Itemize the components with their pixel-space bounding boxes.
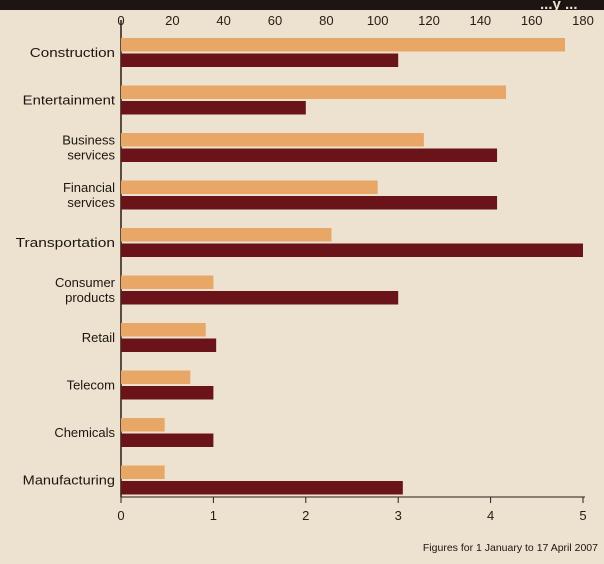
category-label: Financial	[63, 180, 115, 195]
bar-top-series	[121, 370, 191, 384]
bar-top-series	[121, 38, 566, 52]
bottom-tick-label: 0	[117, 508, 124, 523]
top-axis: 020406080100120140160180	[117, 13, 593, 28]
top-tick-label: 80	[319, 13, 333, 28]
bottom-tick-label: 4	[487, 508, 494, 523]
top-tick-label: 100	[367, 13, 389, 28]
category-label: Entertainment	[23, 93, 116, 108]
category-label: products	[65, 290, 115, 305]
bar-bottom-series	[121, 101, 306, 115]
chart-footnote: Figures for 1 January to 17 April 2007	[423, 542, 598, 554]
bar-bottom-series	[121, 338, 217, 352]
bar-bottom-series	[121, 481, 403, 495]
category-label: Chemicals	[54, 425, 115, 440]
bar-top-series	[121, 418, 165, 432]
category-label: services	[67, 195, 115, 210]
bar-bottom-series	[121, 196, 498, 210]
bar-bottom-series	[121, 433, 214, 447]
bar-top-series	[121, 465, 165, 479]
bar-top-series	[121, 85, 506, 99]
top-tick-label: 180	[572, 13, 594, 28]
bar-top-series	[121, 275, 214, 289]
category-label: Construction	[30, 45, 115, 60]
bar-bottom-series	[121, 386, 214, 400]
bottom-tick-label: 1	[210, 508, 217, 523]
bars	[121, 38, 583, 495]
bar-top-series	[121, 133, 424, 147]
category-label: Consumer	[55, 275, 116, 290]
category-label: services	[67, 148, 115, 163]
bottom-axis: 0 1 2 3 4 5	[117, 497, 587, 523]
bottom-tick-label: 2	[302, 508, 309, 523]
top-tick-label: 140	[469, 13, 491, 28]
bar-bottom-series	[121, 291, 399, 305]
title-strip	[0, 0, 604, 10]
top-tick-label: 40	[216, 13, 230, 28]
top-tick-label: 60	[268, 13, 282, 28]
bar-bottom-series	[121, 243, 583, 257]
category-label: Transportation	[16, 235, 115, 250]
bar-top-series	[121, 180, 378, 194]
bar-top-series	[121, 323, 206, 337]
bar-bottom-series	[121, 148, 498, 162]
category-labels: ConstructionEntertainmentBusinessservice…	[16, 45, 116, 488]
bar-top-series	[121, 228, 332, 242]
category-label: Manufacturing	[23, 473, 115, 488]
category-label: Business	[62, 133, 115, 148]
chart-title-fragment: ...y ...	[540, 0, 578, 13]
category-label: Retail	[82, 330, 115, 345]
top-tick-label: 160	[521, 13, 543, 28]
bottom-tick-label: 5	[579, 508, 586, 523]
bottom-tick-label: 3	[395, 508, 402, 523]
top-tick-label: 120	[418, 13, 440, 28]
bar-bottom-series	[121, 53, 399, 67]
category-label: Telecom	[67, 378, 115, 393]
top-tick-label: 20	[165, 13, 179, 28]
